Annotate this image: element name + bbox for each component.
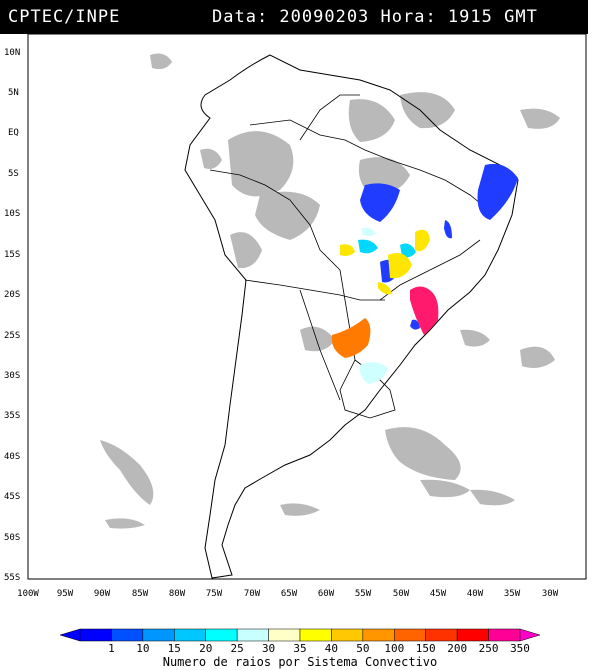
cell-cyan-1	[358, 239, 378, 254]
legend-swatch	[111, 628, 144, 642]
lon-label: 60W	[318, 589, 335, 599]
cell-yellow-3	[415, 229, 430, 252]
map-frame	[27, 34, 587, 580]
legend-swatch	[236, 628, 269, 642]
legend-value-label: 250	[479, 642, 499, 655]
legend-value-label: 20	[199, 642, 212, 655]
lat-label: 35S	[4, 411, 20, 421]
legend-arrow-right	[519, 628, 541, 642]
legend-swatch	[488, 628, 521, 642]
lat-axis: 10N 5N EQ 5S 10S 15S 20S 25S 30S 35S 40S…	[4, 48, 20, 583]
lat-label: 40S	[4, 452, 20, 462]
legend-arrow-left	[59, 628, 81, 642]
legend-values: 1 10 15 20 25 30 35 40 50 100 150 200 250 350	[108, 642, 530, 655]
lat-label: 5S	[8, 169, 19, 179]
lat-label: 15S	[4, 250, 20, 260]
legend-swatch	[205, 628, 238, 642]
lon-label: 75W	[206, 589, 223, 599]
lon-label: 95W	[57, 589, 74, 599]
lat-label: 30S	[4, 371, 20, 381]
cell-blue-1	[360, 183, 400, 222]
convective-systems	[331, 163, 518, 384]
map-canvas: 10N 5N EQ 5S 10S 15S 20S 25S 30S 35S 40S…	[4, 34, 587, 655]
legend-value-label: 150	[416, 642, 436, 655]
lon-label: 65W	[281, 589, 298, 599]
legend-swatch	[394, 628, 426, 642]
lon-label: 100W	[17, 589, 39, 599]
cell-magenta-1	[410, 286, 439, 335]
coastline	[184, 54, 519, 579]
legend-value-label: 200	[447, 642, 467, 655]
cloud-cover	[100, 53, 560, 529]
lon-label: 30W	[542, 589, 559, 599]
lon-label: 40W	[467, 589, 484, 599]
datetime-label: Data: 20090203 Hora: 1915 GMT	[212, 7, 538, 27]
legend-swatch	[174, 628, 206, 642]
cell-yellow-1	[340, 244, 355, 256]
legend-swatch	[268, 628, 301, 642]
legend-value-label: 40	[325, 642, 338, 655]
legend-value-label: 1	[108, 642, 115, 655]
lon-label: 90W	[94, 589, 111, 599]
cell-cyan-2	[400, 243, 416, 258]
lon-label: 35W	[504, 589, 521, 599]
lat-label: 25S	[4, 331, 20, 341]
legend-value-label: 350	[510, 642, 530, 655]
map-header: CPTEC/INPE Data: 20090203 Hora: 1915 GMT	[0, 0, 588, 34]
lat-label: 10N	[4, 48, 20, 58]
legend-swatch	[299, 628, 332, 642]
legend-value-label: 35	[293, 642, 306, 655]
legend-swatch	[79, 628, 112, 642]
legend-swatch	[425, 628, 458, 642]
cell-yellow-2	[388, 252, 412, 279]
legend-value-label: 15	[168, 642, 181, 655]
legend-value-label: 10	[136, 642, 149, 655]
lon-label: 55W	[355, 589, 372, 599]
cell-blue-2	[477, 163, 518, 220]
legend-swatch	[456, 628, 489, 642]
legend-swatch	[142, 628, 175, 642]
legend-swatch	[362, 628, 395, 642]
lon-label: 85W	[132, 589, 149, 599]
legend-value-label: 100	[384, 642, 404, 655]
lat-label: 5N	[8, 88, 19, 98]
cell-blue-3	[444, 220, 452, 239]
lat-label: EQ	[8, 128, 19, 138]
legend-colorbar	[59, 628, 541, 642]
lon-label: 45W	[430, 589, 447, 599]
agency-label: CPTEC/INPE	[8, 7, 121, 27]
cell-lightcyan-1	[362, 227, 376, 236]
lat-label: 45S	[4, 492, 20, 502]
lon-label: 80W	[169, 589, 186, 599]
lat-label: 20S	[4, 290, 20, 300]
legend-title: Numero de raios por Sistema Convectivo	[162, 655, 438, 669]
legend-value-label: 25	[231, 642, 244, 655]
cell-blue-5	[410, 319, 420, 330]
lat-label: 10S	[4, 209, 20, 219]
lat-label: 55S	[4, 573, 20, 583]
legend-swatch	[331, 628, 364, 642]
legend-value-label: 50	[356, 642, 369, 655]
legend-value-label: 30	[262, 642, 275, 655]
lat-label: 50S	[4, 533, 20, 543]
cell-yellow-4	[378, 282, 392, 295]
cell-lightcyan-2	[359, 362, 388, 384]
cell-orange-1	[331, 318, 371, 358]
country-borders	[209, 94, 496, 419]
lon-label: 50W	[393, 589, 410, 599]
lon-label: 70W	[244, 589, 261, 599]
lon-axis: 100W 95W 90W 85W 80W 75W 70W 65W 60W 55W…	[17, 589, 559, 599]
